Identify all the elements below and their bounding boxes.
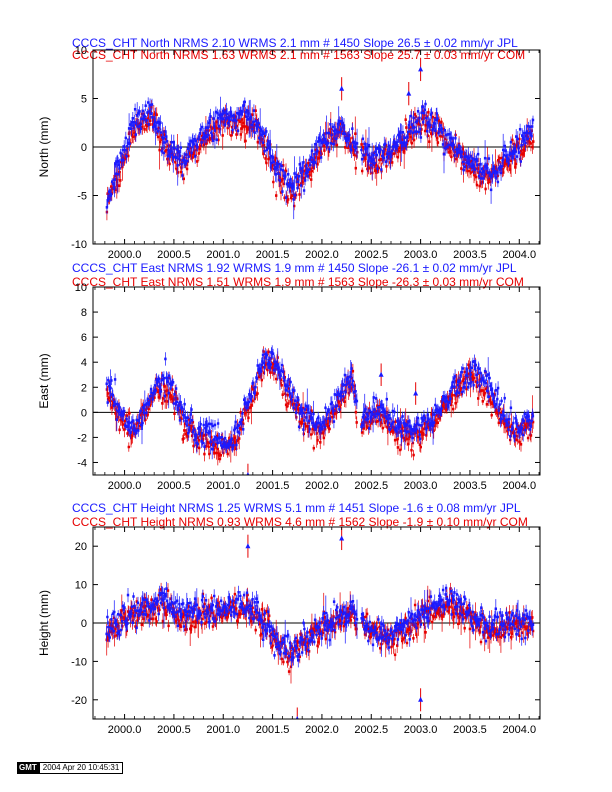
y-axis-label: Height (mm) [37,590,51,656]
y-tick-label: -20 [71,695,87,707]
y-tick-label: -10 [71,239,87,251]
y-tick-label: 0 [81,407,87,419]
y-tick-label: 5 [81,94,87,106]
timestamp: 2004 Apr 20 10:45:31 [38,762,124,774]
outlier-point [339,535,345,541]
outlier-point [246,472,250,475]
x-tick-label: 2002.5 [354,480,388,492]
title-line-2: CCCS_CHT East NRMS 1.51 WRMS 1.9 mm # 15… [72,275,524,289]
data-layer [93,57,540,221]
title-line-1: CCCS_CHT Height NRMS 1.25 WRMS 5.1 mm # … [72,501,521,515]
title-line-1: CCCS_CHT East NRMS 1.92 WRMS 1.9 mm # 14… [72,261,517,275]
x-tick-label: 2002.5 [354,724,388,736]
y-tick-label: -5 [77,191,87,203]
panel-height: CCCS_CHT Height NRMS 1.25 WRMS 5.1 mm # … [37,501,541,736]
x-tick-label: 2003.0 [404,249,438,261]
y-tick-label: -4 [77,457,87,469]
y-tick-label: 8 [81,307,87,319]
panel-east: CCCS_CHT East NRMS 1.92 WRMS 1.9 mm # 14… [37,261,541,492]
x-tick-label: 2002.0 [305,480,339,492]
title-line-2: CCCS_CHT North NRMS 1.63 WRMS 2.1 mm # 1… [72,48,525,62]
data-layer [93,345,540,475]
y-tick-label: 6 [81,332,87,344]
x-tick-label: 2001.0 [206,480,240,492]
y-tick-label: 10 [75,45,87,57]
y-tick-label: 2 [81,382,87,394]
series-jpl [105,581,535,668]
plot-frame [92,286,541,476]
y-tick-label: -2 [77,432,87,444]
x-tick-label: 2004.0 [502,480,536,492]
x-tick-label: 2001.5 [256,480,290,492]
y-axis-label: East (mm) [37,353,51,408]
gmt-logo: GMT [17,762,39,774]
data-points [105,351,535,451]
outlier-point [413,390,419,396]
panel-north: CCCS_CHT North NRMS 2.10 WRMS 2.1 mm # 1… [37,36,541,261]
title-line-1: CCCS_CHT North NRMS 2.10 WRMS 2.1 mm # 1… [72,36,518,50]
x-tick-label: 2002.5 [354,249,388,261]
x-tick-label: 2000.0 [108,724,142,736]
gmt-badge: GMT 2004 Apr 20 10:45:31 [17,762,124,774]
series-jpl [105,96,535,220]
x-tick-label: 2001.5 [256,249,290,261]
outlier-point [406,90,412,96]
outlier-point [295,716,299,719]
outlier-point [245,543,251,549]
data-points [105,586,535,662]
x-tick-label: 2001.0 [206,249,240,261]
data-points [105,100,535,209]
x-tick-label: 2000.0 [108,249,142,261]
y-tick-label: 4 [81,357,87,369]
y-tick-label: 10 [75,580,87,592]
x-tick-label: 2004.0 [502,724,536,736]
x-tick-label: 2000.5 [157,249,191,261]
x-tick-label: 2003.5 [453,480,487,492]
x-tick-label: 2001.0 [206,724,240,736]
x-tick-label: 2003.0 [404,724,438,736]
x-tick-label: 2001.5 [256,724,290,736]
y-tick-label: 20 [75,541,87,553]
x-tick-label: 2000.5 [157,724,191,736]
x-tick-label: 2004.0 [502,249,536,261]
x-tick-label: 2003.5 [453,724,487,736]
x-tick-label: 2003.5 [453,249,487,261]
x-tick-label: 2002.0 [305,249,339,261]
x-tick-label: 2000.0 [108,480,142,492]
x-tick-label: 2000.5 [157,480,191,492]
outlier-point [418,696,424,702]
outlier-point [418,66,424,72]
y-tick-label: 0 [81,618,87,630]
y-tick-label: -10 [71,656,87,668]
y-tick-label: 0 [81,142,87,154]
series-jpl [105,345,535,460]
y-axis-label: North (mm) [37,117,51,178]
y-tick-label: 10 [75,282,87,294]
title-line-2: CCCS_CHT Height NRMS 0.93 WRMS 4.6 mm # … [72,515,528,529]
x-tick-label: 2002.0 [305,724,339,736]
data-layer [93,527,540,719]
outlier-point [378,371,384,377]
outlier-point [339,85,345,91]
x-tick-label: 2003.0 [404,480,438,492]
